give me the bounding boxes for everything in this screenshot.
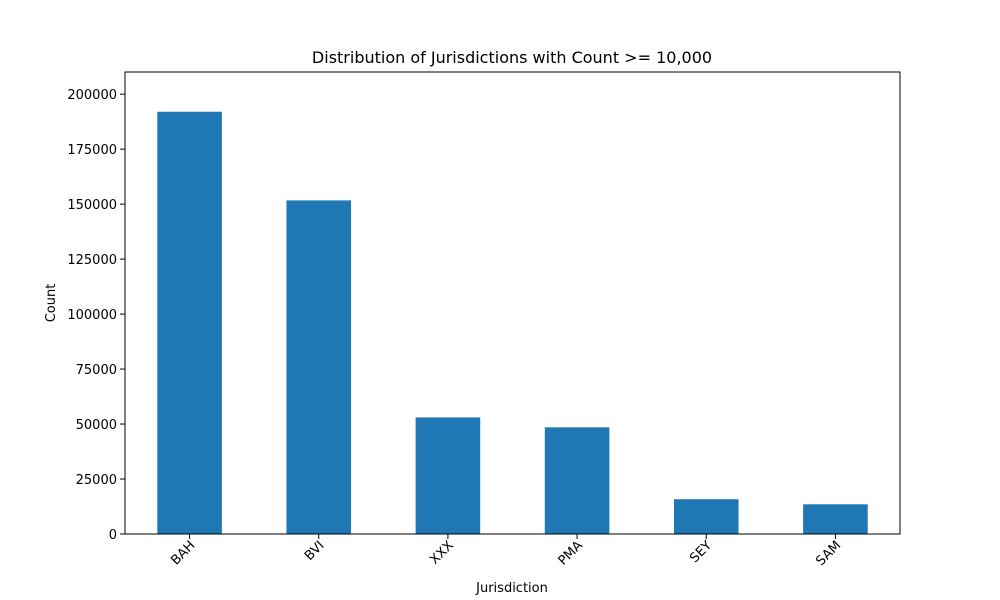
y-tick-label: 25000 xyxy=(76,473,117,488)
x-tick-label: SEY xyxy=(687,538,715,566)
bars-group xyxy=(157,111,868,534)
x-axis-ticks: BAH BVI XXX PMA SEY SAM xyxy=(168,534,844,569)
y-tick-label: 175000 xyxy=(67,143,117,158)
y-tick-label: 200000 xyxy=(67,88,117,103)
x-tick-label: PMA xyxy=(556,538,586,568)
y-tick-label: 125000 xyxy=(67,253,117,268)
bar-bah xyxy=(157,111,222,534)
bar-pma xyxy=(544,427,610,534)
y-tick-label: 50000 xyxy=(76,418,117,433)
chart-title: Distribution of Jurisdictions with Count… xyxy=(312,48,712,67)
y-tick-label: 100000 xyxy=(67,308,117,323)
x-axis-label: Jurisdiction xyxy=(475,581,548,596)
bar-bvi xyxy=(286,200,352,534)
x-tick-label: XXX xyxy=(427,538,457,568)
y-tick-label: 75000 xyxy=(76,363,117,378)
x-tick-label: SAM xyxy=(813,538,844,569)
y-tick-label: 0 xyxy=(109,528,117,543)
y-axis-label: Count xyxy=(44,284,59,323)
bar-sey xyxy=(673,499,739,534)
x-tick-label: BAH xyxy=(168,538,198,568)
y-axis-ticks: 0 25000 50000 75000 100000 125000 150000 175000… xyxy=(67,88,125,543)
plot-frame xyxy=(124,71,901,535)
x-tick-label: BVI xyxy=(302,538,328,564)
y-tick-label: 150000 xyxy=(67,198,117,213)
bar-sam xyxy=(803,504,868,534)
bar-xxx xyxy=(415,417,481,534)
